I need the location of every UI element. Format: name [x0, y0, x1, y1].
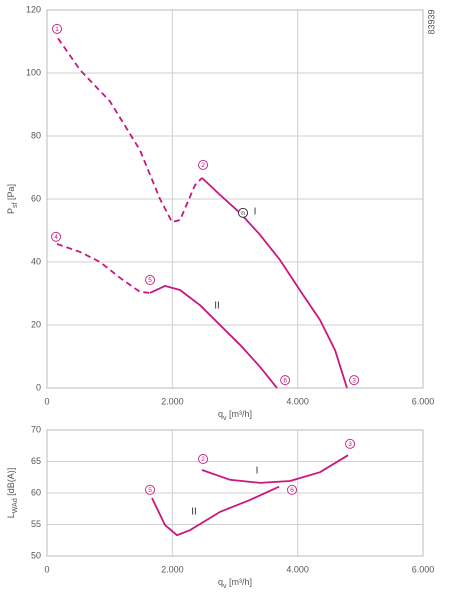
- y-label-main: P: [6, 208, 16, 214]
- curve: [201, 177, 348, 389]
- point-marker: [198, 454, 208, 464]
- y-axis-label: Psf [Pa]: [6, 184, 18, 214]
- point-marker: [238, 207, 248, 218]
- x-axis-label: qv [m³/h]: [218, 409, 252, 421]
- x-tick-label: 6.000: [412, 564, 435, 574]
- x-tick-label: 4.000: [286, 564, 309, 574]
- y-tick-label: 100: [26, 67, 41, 77]
- x-tick-label: 0: [44, 564, 49, 574]
- y-tick-label: 0: [36, 382, 41, 392]
- point-marker: [349, 375, 360, 386]
- point-marker-label: 5: [148, 277, 152, 284]
- x-tick-label: 2.000: [161, 564, 184, 574]
- point-marker: [345, 438, 356, 449]
- y-tick-label: 120: [26, 4, 41, 14]
- curve-label: II: [191, 507, 197, 518]
- curve: [56, 243, 151, 294]
- x-label-main: q: [218, 577, 223, 587]
- point-marker-label: 3: [352, 377, 356, 384]
- point-marker-label: 3: [348, 441, 352, 448]
- point-marker: [51, 231, 61, 242]
- curve: [149, 284, 278, 389]
- curve-label: I: [254, 207, 257, 218]
- curve: [201, 454, 349, 484]
- curve: [57, 37, 203, 224]
- y-tick-label: 60: [31, 487, 41, 497]
- curve-label: II: [214, 301, 220, 312]
- y-tick-label: 20: [31, 319, 41, 329]
- point-marker-label: 6: [290, 487, 294, 494]
- y-tick-label: 40: [31, 256, 41, 266]
- x-tick-label: 0: [44, 396, 49, 406]
- x-label-unit: [m³/h]: [227, 409, 253, 419]
- y-tick-label: 55: [31, 519, 41, 529]
- point-marker: [145, 275, 155, 285]
- x-tick-label: 6.000: [412, 396, 435, 406]
- point-marker: [145, 484, 155, 495]
- curve: [151, 485, 280, 537]
- y-tick-label: 65: [31, 456, 41, 466]
- curve-label: I: [256, 466, 259, 477]
- y-tick-label: 80: [31, 130, 41, 140]
- point-marker: [198, 160, 208, 170]
- y-label-unit: [dB(A)]: [6, 468, 16, 499]
- point-marker: [280, 375, 291, 386]
- x-label-sub: v: [223, 583, 227, 590]
- x-label-unit: [m³/h]: [227, 577, 253, 587]
- point-marker-label: 2: [201, 456, 205, 463]
- y-label-unit: [Pa]: [6, 184, 16, 203]
- x-label-main: q: [218, 409, 223, 419]
- point-marker-label: 6: [283, 377, 287, 384]
- y-tick-label: 50: [31, 550, 41, 560]
- plot-frame: [46, 429, 424, 557]
- y-label-main: L: [6, 513, 16, 518]
- plot-frame: [46, 9, 424, 389]
- point-marker-label: 4: [54, 234, 58, 241]
- x-axis-label: qv [m³/h]: [218, 577, 252, 589]
- y-tick-label: 60: [31, 193, 41, 203]
- point-marker-label: 1: [55, 26, 59, 33]
- x-label-sub: v: [223, 415, 227, 422]
- point-marker: [287, 484, 297, 495]
- point-marker-label: 2: [201, 162, 205, 169]
- y-label-sub: WAd: [12, 498, 19, 513]
- x-tick-label: 4.000: [286, 396, 309, 406]
- figure-id: 83939: [426, 9, 436, 34]
- point-marker-label: n: [241, 210, 245, 217]
- y-label-sub: sf: [12, 202, 19, 208]
- y-axis-label: LWAd [dB(A)]: [6, 468, 18, 518]
- x-tick-label: 2.000: [161, 396, 184, 406]
- y-tick-label: 70: [31, 424, 41, 434]
- point-marker-label: 5: [148, 487, 152, 494]
- point-marker: [52, 23, 62, 34]
